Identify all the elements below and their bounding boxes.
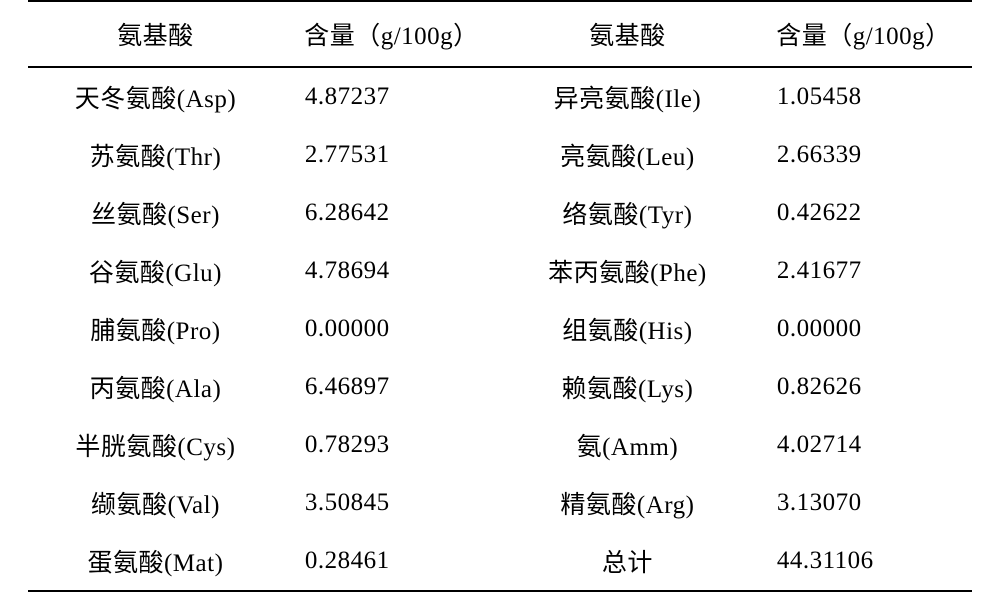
table-row: 半胱氨酸(Cys) 0.78293 氨(Amm) 4.02714 bbox=[28, 416, 972, 474]
cell-name-right: 络氨酸(Tyr) bbox=[500, 184, 755, 242]
table-header-row: 氨基酸 含量（g/100g） 氨基酸 含量（g/100g） bbox=[28, 1, 972, 67]
amino-acid-table: 氨基酸 含量（g/100g） 氨基酸 含量（g/100g） 天冬氨酸(Asp) … bbox=[28, 0, 972, 592]
cell-name-left: 半胱氨酸(Cys) bbox=[28, 416, 283, 474]
cell-name-right: 苯丙氨酸(Phe) bbox=[500, 242, 755, 300]
cell-name-right: 异亮氨酸(Ile) bbox=[500, 67, 755, 126]
table-row: 缬氨酸(Val) 3.50845 精氨酸(Arg) 3.13070 bbox=[28, 474, 972, 532]
cell-value-left: 0.00000 bbox=[283, 300, 500, 358]
table-row: 苏氨酸(Thr) 2.77531 亮氨酸(Leu) 2.66339 bbox=[28, 126, 972, 184]
cell-value-left: 4.78694 bbox=[283, 242, 500, 300]
cell-name-left: 丙氨酸(Ala) bbox=[28, 358, 283, 416]
cell-name-right: 精氨酸(Arg) bbox=[500, 474, 755, 532]
cell-value-right: 0.00000 bbox=[755, 300, 972, 358]
col-header-value-left: 含量（g/100g） bbox=[283, 1, 500, 67]
cell-value-right-total: 44.31106 bbox=[755, 532, 972, 591]
cell-name-left: 蛋氨酸(Mat) bbox=[28, 532, 283, 591]
cell-value-left: 0.28461 bbox=[283, 532, 500, 591]
table-row: 脯氨酸(Pro) 0.00000 组氨酸(His) 0.00000 bbox=[28, 300, 972, 358]
cell-name-right-total: 总计 bbox=[500, 532, 755, 591]
cell-value-right: 2.66339 bbox=[755, 126, 972, 184]
cell-name-left: 丝氨酸(Ser) bbox=[28, 184, 283, 242]
cell-name-left: 缬氨酸(Val) bbox=[28, 474, 283, 532]
cell-value-left: 0.78293 bbox=[283, 416, 500, 474]
cell-value-left: 3.50845 bbox=[283, 474, 500, 532]
cell-value-right: 0.42622 bbox=[755, 184, 972, 242]
table-row: 蛋氨酸(Mat) 0.28461 总计 44.31106 bbox=[28, 532, 972, 591]
amino-acid-table-container: 氨基酸 含量（g/100g） 氨基酸 含量（g/100g） 天冬氨酸(Asp) … bbox=[0, 0, 1000, 592]
cell-name-left: 天冬氨酸(Asp) bbox=[28, 67, 283, 126]
cell-name-right: 组氨酸(His) bbox=[500, 300, 755, 358]
cell-name-left: 苏氨酸(Thr) bbox=[28, 126, 283, 184]
cell-value-left: 2.77531 bbox=[283, 126, 500, 184]
cell-name-right: 氨(Amm) bbox=[500, 416, 755, 474]
cell-value-right: 2.41677 bbox=[755, 242, 972, 300]
cell-name-right: 亮氨酸(Leu) bbox=[500, 126, 755, 184]
cell-value-right: 1.05458 bbox=[755, 67, 972, 126]
cell-name-left: 脯氨酸(Pro) bbox=[28, 300, 283, 358]
cell-value-left: 6.46897 bbox=[283, 358, 500, 416]
cell-value-left: 4.87237 bbox=[283, 67, 500, 126]
cell-value-left: 6.28642 bbox=[283, 184, 500, 242]
cell-name-right: 赖氨酸(Lys) bbox=[500, 358, 755, 416]
col-header-name-left: 氨基酸 bbox=[28, 1, 283, 67]
cell-value-right: 4.02714 bbox=[755, 416, 972, 474]
col-header-name-right: 氨基酸 bbox=[500, 1, 755, 67]
col-header-value-right: 含量（g/100g） bbox=[755, 1, 972, 67]
table-row: 丙氨酸(Ala) 6.46897 赖氨酸(Lys) 0.82626 bbox=[28, 358, 972, 416]
table-row: 丝氨酸(Ser) 6.28642 络氨酸(Tyr) 0.42622 bbox=[28, 184, 972, 242]
table-row: 谷氨酸(Glu) 4.78694 苯丙氨酸(Phe) 2.41677 bbox=[28, 242, 972, 300]
table-row: 天冬氨酸(Asp) 4.87237 异亮氨酸(Ile) 1.05458 bbox=[28, 67, 972, 126]
cell-value-right: 0.82626 bbox=[755, 358, 972, 416]
cell-name-left: 谷氨酸(Glu) bbox=[28, 242, 283, 300]
cell-value-right: 3.13070 bbox=[755, 474, 972, 532]
